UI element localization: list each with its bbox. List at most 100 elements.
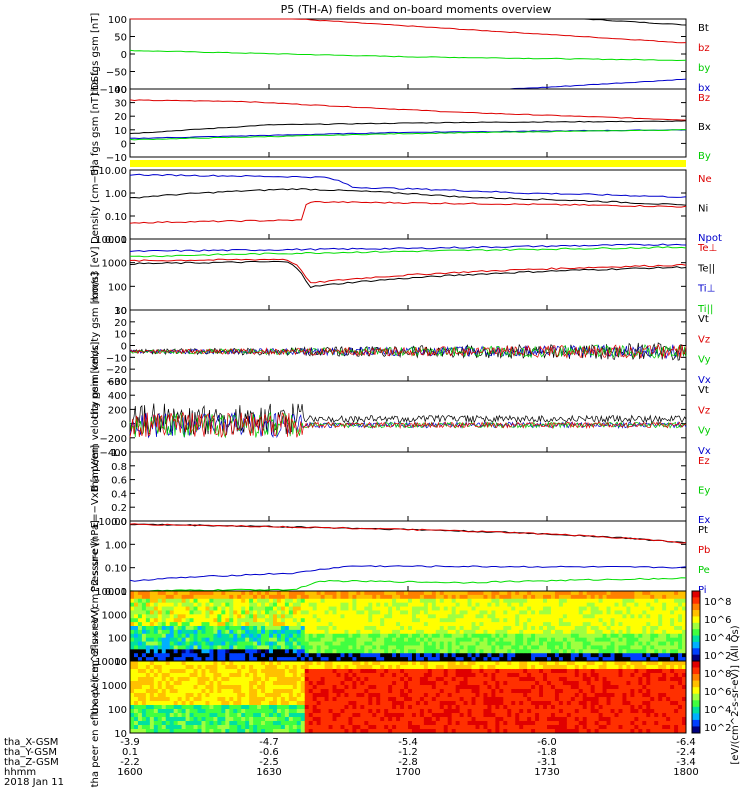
- heatmap-cell: [292, 629, 298, 635]
- heatmap-cell: [153, 677, 159, 682]
- heatmap-cell: [380, 689, 385, 694]
- heatmap-cell: [213, 602, 218, 607]
- heatmap-cell: [471, 689, 476, 694]
- heatmap-cell: [558, 641, 564, 646]
- heatmap-cell: [574, 606, 580, 611]
- heatmap-cell: [253, 614, 258, 619]
- heatmap-cell: [566, 626, 572, 631]
- heatmap-cell: [336, 673, 341, 678]
- heatmap-cell: [439, 645, 445, 650]
- heatmap-cell: [300, 598, 306, 604]
- heatmap-cell: [439, 677, 445, 682]
- heatmap-cell: [280, 645, 286, 650]
- heatmap-cell: [209, 645, 214, 650]
- heatmap-cell: [467, 606, 472, 611]
- heatmap-cell: [372, 689, 377, 694]
- heatmap-cell: [427, 594, 433, 600]
- heatmap-cell: [499, 591, 504, 596]
- heatmap-cell: [213, 697, 218, 702]
- heatmap-cell: [443, 591, 449, 596]
- heatmap-cell: [475, 594, 480, 600]
- heatmap-cell: [618, 657, 623, 662]
- heatmap-cell: [288, 606, 294, 611]
- heatmap-cell: [261, 602, 266, 607]
- heatmap-cell: [558, 725, 564, 730]
- heatmap-cell: [547, 673, 552, 678]
- heatmap-cell: [400, 705, 405, 710]
- heatmap-cell: [336, 626, 341, 631]
- heatmap-cell: [360, 629, 365, 635]
- heatmap-cell: [654, 626, 659, 631]
- heatmap-cell: [400, 594, 405, 600]
- heatmap-cell: [284, 641, 290, 646]
- heatmap-cell: [463, 618, 468, 623]
- heatmap-cell: [181, 713, 186, 718]
- heatmap-cell: [511, 649, 516, 654]
- heatmap-cell: [133, 649, 139, 654]
- heatmap-cell: [499, 713, 504, 718]
- heatmap-cell: [586, 622, 592, 627]
- heatmap-cell: [324, 622, 329, 627]
- heatmap-cell: [630, 610, 635, 615]
- heatmap-cell: [324, 594, 329, 600]
- heatmap-cell: [380, 725, 385, 730]
- heatmap-cell: [582, 633, 588, 639]
- heatmap-cell: [562, 633, 568, 639]
- heatmap-cell: [141, 637, 147, 642]
- heatmap-cell: [245, 705, 250, 710]
- heatmap-cell: [439, 598, 445, 604]
- heatmap-cell: [280, 665, 286, 670]
- heatmap-cell: [678, 629, 683, 635]
- heatmap-cell: [296, 693, 302, 698]
- heatmap-cell: [141, 614, 147, 619]
- heatmap-cell: [598, 705, 603, 710]
- heatmap-cell: [487, 598, 492, 604]
- heatmap-cell: [562, 626, 568, 631]
- heatmap-cell: [364, 677, 369, 682]
- heatmap-cell: [662, 618, 667, 623]
- heatmap-cell: [169, 622, 175, 627]
- heatmap-cell: [153, 598, 159, 604]
- heatmap-cell: [197, 685, 202, 690]
- heatmap-cell: [447, 677, 453, 682]
- heatmap-cell: [519, 614, 524, 619]
- heatmap-cell: [253, 705, 258, 710]
- heatmap-cell: [181, 725, 186, 730]
- heatmap-cell: [594, 677, 600, 682]
- heatmap-cell: [205, 669, 210, 674]
- heatmap-cell: [141, 697, 147, 702]
- heatmap-cell: [562, 721, 568, 726]
- heatmap-cell: [205, 637, 210, 642]
- heatmap-cell: [400, 653, 405, 658]
- heatmap-cell: [280, 602, 286, 607]
- heatmap-cell: [658, 637, 663, 642]
- heatmap-cell: [257, 633, 262, 639]
- heatmap-cell: [602, 653, 607, 658]
- heatmap-cell: [558, 713, 564, 718]
- heatmap-cell: [316, 626, 322, 631]
- heatmap-cell: [423, 721, 429, 726]
- y-axis-label: tha peim velocity gsm [km/s]: [90, 272, 101, 419]
- heatmap-cell: [245, 657, 250, 662]
- heatmap-cell: [447, 606, 453, 611]
- heatmap-cell: [507, 725, 512, 730]
- heatmap-cell: [380, 614, 385, 619]
- heatmap-cell: [519, 622, 524, 627]
- heatmap-cell: [574, 618, 580, 623]
- heatmap-cell: [221, 653, 226, 658]
- heatmap-cell: [626, 653, 631, 658]
- heatmap-cell: [209, 701, 214, 706]
- heatmap-cell: [523, 653, 528, 658]
- heatmap-cell: [423, 701, 429, 706]
- heatmap-cell: [447, 693, 453, 698]
- heatmap-cell: [280, 725, 286, 730]
- heatmap-cell: [574, 591, 580, 596]
- heatmap-cell: [360, 602, 365, 607]
- heatmap-cell: [205, 721, 210, 726]
- heatmap-cell: [280, 629, 286, 635]
- heatmap-cell: [443, 610, 449, 615]
- heatmap-cell: [372, 669, 377, 674]
- heatmap-cell: [269, 637, 274, 642]
- heatmap-cell: [411, 645, 417, 650]
- heatmap-cell: [630, 614, 635, 619]
